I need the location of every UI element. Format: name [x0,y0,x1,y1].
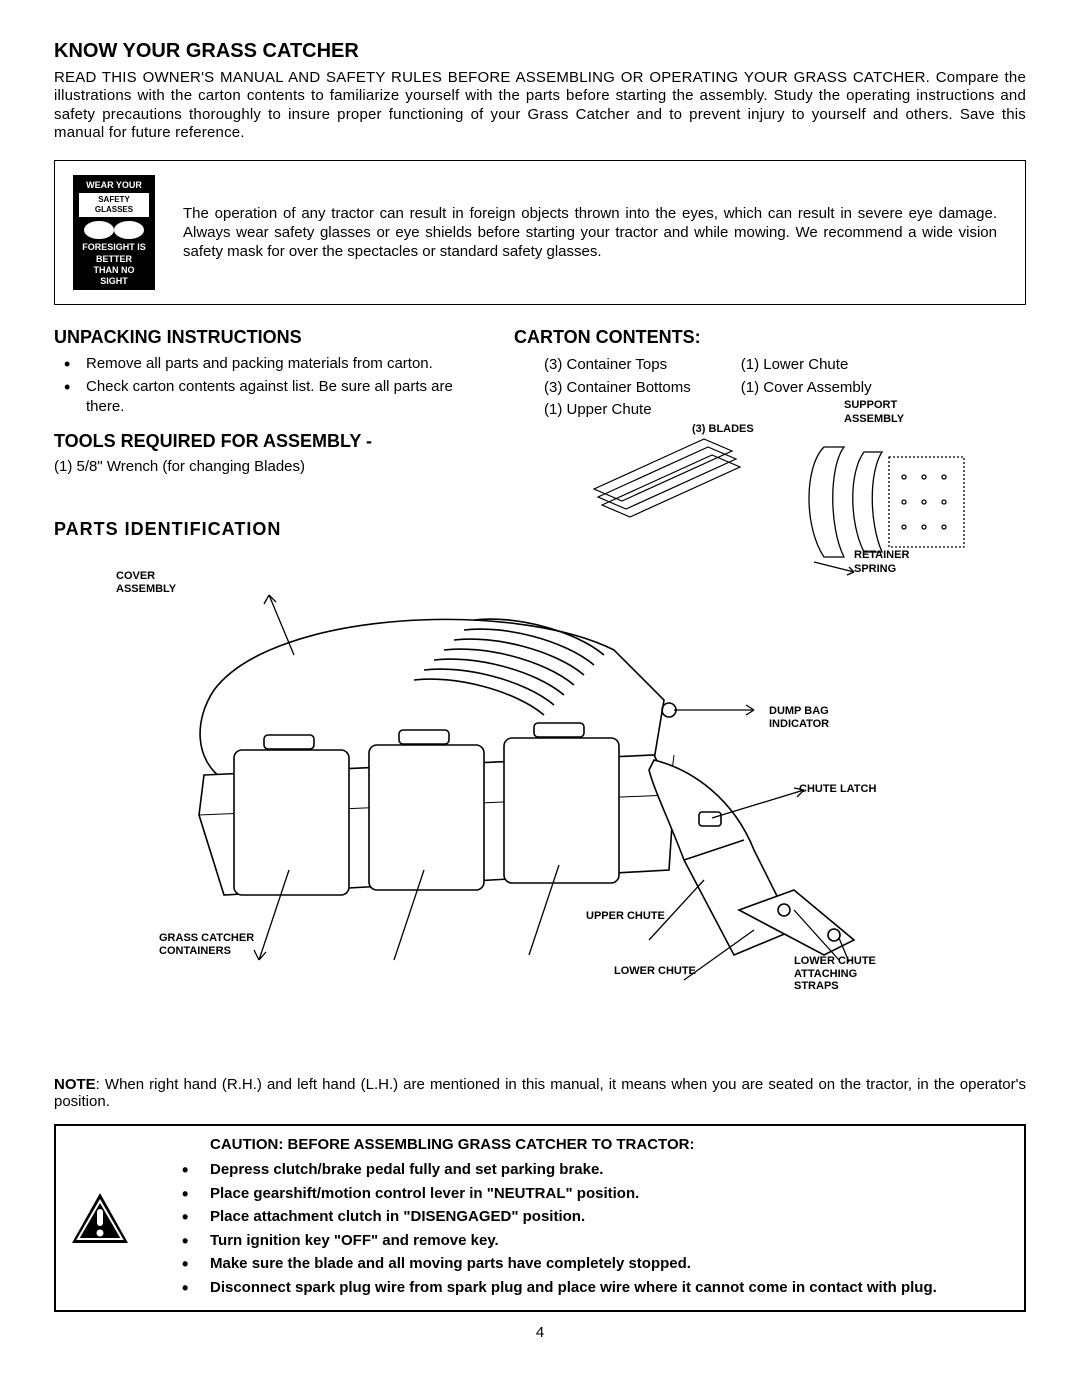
badge-line4: THAN NO SIGHT [79,265,149,288]
label-dump-bag: DUMP BAG INDICATOR [769,705,849,730]
list-item: Remove all parts and packing materials f… [86,354,484,374]
carton-item: (3) Container Tops [544,354,691,377]
label-cover-assembly: COVER ASSEMBLY [116,570,196,595]
caution-item: Place gearshift/motion control lever in … [210,1183,1006,1206]
carton-heading: CARTON CONTENTS: [514,327,1026,348]
page-number: 4 [54,1324,1026,1341]
label-lower-chute: LOWER CHUTE [614,965,696,978]
safety-badge: WEAR YOUR SAFETY GLASSES FORESIGHT IS BE… [73,175,155,290]
parts-diagram: COVER ASSEMBLY DUMP BAG INDICATOR CHUTE … [54,540,1026,1070]
caution-item: Disconnect spark plug wire from spark pl… [210,1277,1006,1300]
caution-title: CAUTION: BEFORE ASSEMBLING GRASS CATCHER… [210,1136,1006,1153]
page-title: KNOW YOUR GRASS CATCHER [54,40,1026,63]
grass-catcher-illustration [94,560,894,990]
glasses-icon [79,220,149,240]
tools-line: (1) 5/8" Wrench (for changing Blades) [54,458,484,475]
tools-heading: TOOLS REQUIRED FOR ASSEMBLY - [54,431,484,452]
caution-box: CAUTION: BEFORE ASSEMBLING GRASS CATCHER… [54,1124,1026,1312]
badge-line2: SAFETY GLASSES [79,193,149,217]
caution-item: Make sure the blade and all moving parts… [210,1253,1006,1276]
carton-col1: (3) Container Tops (3) Container Bottoms… [514,354,691,422]
note-prefix: NOTE [54,1076,96,1093]
caution-list: Depress clutch/brake pedal fully and set… [150,1159,1006,1299]
note-rest: : When right hand (R.H.) and left hand (… [54,1076,1026,1110]
note-paragraph: NOTE: When right hand (R.H.) and left ha… [54,1076,1026,1110]
carton-item: (1) Cover Assembly [741,377,872,400]
label-chute-latch: CHUTE LATCH [799,783,876,796]
label-lower-chute-straps: LOWER CHUTE ATTACHING STRAPS [794,955,904,993]
badge-line1: WEAR YOUR [79,180,149,191]
caution-item: Turn ignition key "OFF" and remove key. [210,1230,1006,1253]
unpacking-heading: UNPACKING INSTRUCTIONS [54,327,484,348]
carton-item: (1) Lower Chute [741,354,872,377]
safety-paragraph: The operation of any tractor can result … [183,204,997,262]
label-upper-chute: UPPER CHUTE [586,910,665,923]
unpacking-list: Remove all parts and packing materials f… [54,354,484,417]
intro-paragraph: READ THIS OWNER'S MANUAL AND SAFETY RULE… [54,69,1026,142]
list-item: Check carton contents against list. Be s… [86,377,484,418]
label-grass-containers: GRASS CATCHER CONTAINERS [159,932,259,957]
badge-line3: FORESIGHT IS BETTER [79,242,149,265]
label-support-assembly: SUPPORT ASSEMBLY [844,399,924,425]
carton-item: (3) Container Bottoms [544,377,691,400]
blades-sketch [584,419,744,529]
warning-triangle-icon [70,1191,130,1245]
caution-item: Place attachment clutch in "DISENGAGED" … [210,1206,1006,1229]
caution-item: Depress clutch/brake pedal fully and set… [210,1159,1006,1182]
safety-glasses-box: WEAR YOUR SAFETY GLASSES FORESIGHT IS BE… [54,160,1026,305]
